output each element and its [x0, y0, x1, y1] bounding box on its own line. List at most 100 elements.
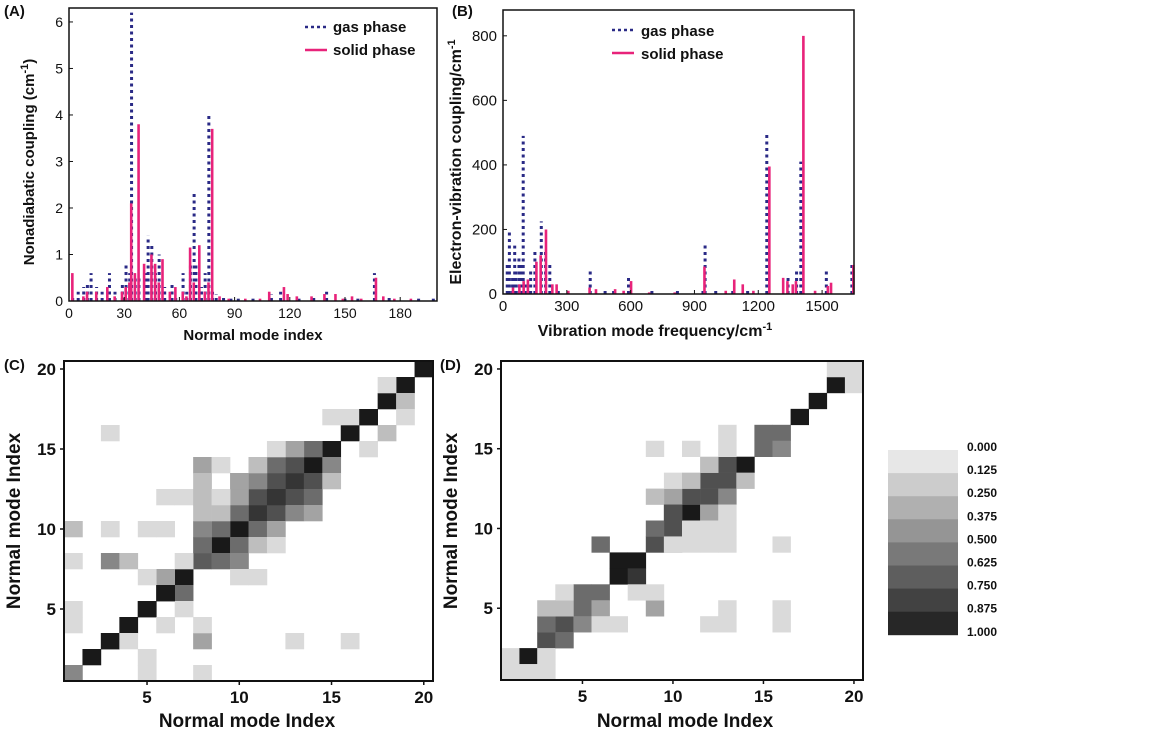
- panel-d-cell: [754, 424, 773, 442]
- panel-c-heatmap: 5 10 15 20 5 10 15 20 Normal mode Index Normal …: [4, 360, 434, 732]
- panel-d-cell: [645, 440, 665, 457]
- panel-b-frame: [502, 9, 855, 295]
- panel-a-x-tick-label: 30: [116, 305, 132, 321]
- panel-d-cell: [700, 536, 719, 553]
- panel-d-cell: [772, 600, 791, 617]
- panel-d-cell: [718, 600, 737, 617]
- panel-c-cell: [266, 457, 286, 474]
- panel-d-x-tick-label: 15: [754, 687, 773, 706]
- panel-d-cell: [555, 600, 574, 617]
- panel-d-y-tick-label: 5: [484, 599, 493, 618]
- panel-c-cell: [193, 473, 212, 490]
- panel-c-cell: [377, 377, 397, 394]
- panel-c-cell: [211, 489, 231, 506]
- panel-d-cell: [519, 664, 538, 681]
- panel-c-cell: [248, 537, 268, 554]
- panel-d-cell: [663, 520, 683, 537]
- panel-c-cell: [303, 457, 323, 474]
- panel-a-y-tick-label: 3: [55, 153, 63, 169]
- panel-b-bars: [505, 35, 855, 294]
- panel-c-cell: [359, 409, 378, 426]
- panel-a-x-tick-label: 90: [227, 305, 243, 321]
- panel-c-cell: [119, 617, 139, 634]
- panel-c-cell: [322, 457, 342, 474]
- panel-d-cell: [591, 600, 610, 617]
- panel-c-cell: [193, 665, 212, 682]
- panel-label-b: (B): [452, 3, 473, 20]
- panel-d-cell: [609, 616, 628, 633]
- panel-a-xlabel: Normal mode index: [183, 327, 323, 344]
- panel-b-legend-gas-text: gas phase: [641, 23, 714, 40]
- panel-d-x-tick-label: 20: [844, 687, 863, 706]
- panel-d-cell: [627, 552, 647, 569]
- panel-c-cell: [230, 569, 249, 586]
- panel-d-cell: [501, 664, 520, 681]
- panel-c-cell: [266, 473, 286, 490]
- panel-d-cell: [718, 536, 737, 553]
- panel-a-y-tick-label: 1: [55, 246, 63, 262]
- panel-a-x-tick-label: 0: [65, 305, 73, 321]
- colorbar-label: 0.125: [967, 463, 997, 477]
- panel-a-y-tick-label: 5: [55, 60, 63, 76]
- panel-d-cell: [736, 456, 755, 473]
- colorbar-segment: [888, 473, 958, 497]
- panel-d-cell: [682, 504, 701, 521]
- panel-c-cell: [303, 505, 323, 522]
- panel-c-cell: [211, 537, 231, 554]
- panel-c-cell: [64, 617, 83, 634]
- panel-c-cell: [193, 521, 212, 538]
- panel-d-cell: [663, 536, 683, 553]
- panel-c-cell: [193, 617, 212, 634]
- panel-c-cell: [230, 505, 249, 522]
- panel-b-legend-solid-text: solid phase: [641, 46, 724, 63]
- panel-c-y-tick-label: 5: [47, 600, 56, 619]
- panel-c-cell: [285, 441, 305, 458]
- panel-d-cell: [682, 536, 701, 553]
- panel-label-d: (D): [440, 357, 461, 374]
- colorbar-segment: [888, 542, 958, 566]
- panel-c-y-tick-label: 20: [37, 360, 56, 379]
- panel-c-cell: [137, 649, 157, 666]
- panel-d-cell: [591, 616, 610, 633]
- panel-b-y-tick-label: 600: [472, 92, 497, 109]
- panel-c-cell: [156, 521, 175, 538]
- panel-a-y-tick-label: 4: [55, 107, 63, 123]
- panel-d-cell: [718, 616, 737, 633]
- panel-d-cell: [772, 616, 791, 633]
- panel-c-cell: [303, 441, 323, 458]
- panel-c-cell: [193, 457, 212, 474]
- panel-c-cell: [414, 361, 434, 378]
- panel-d-cell: [501, 648, 520, 665]
- panel-c-cell: [137, 665, 157, 682]
- panel-c-xlabel: Normal mode Index: [159, 711, 336, 732]
- panel-c-cell: [230, 553, 249, 570]
- panel-d-cell: [718, 504, 737, 521]
- panel-b-x-tick-label: 900: [682, 298, 707, 315]
- colorbar-label: 1.000: [967, 625, 997, 639]
- panel-c-cell: [193, 633, 212, 650]
- panel-b-ylabel: Electron-vibration coupling/cm-1: [446, 39, 465, 284]
- panel-c-x-tick-label: 10: [230, 688, 249, 707]
- panel-c-cell: [285, 489, 305, 506]
- panel-c-cell: [100, 425, 120, 442]
- panel-c-cell: [119, 553, 139, 570]
- panel-c-cell: [64, 521, 83, 538]
- panel-d-cell: [555, 632, 574, 649]
- panel-c-cell: [174, 489, 194, 506]
- panel-d-x-tick-label: 10: [663, 687, 682, 706]
- panel-c-cell: [211, 521, 231, 538]
- panel-d-cell: [718, 424, 737, 442]
- panel-b-x-tick-label: 1500: [805, 298, 838, 315]
- panel-d-cell: [718, 472, 737, 489]
- panel-c-cell: [64, 665, 83, 682]
- panel-d-cell: [573, 616, 592, 633]
- panel-d-cell: [537, 600, 556, 617]
- panel-c-cells: [64, 361, 434, 682]
- panel-c-cell: [137, 569, 157, 586]
- panel-c-cell: [193, 489, 212, 506]
- panel-d-cell: [609, 552, 628, 569]
- panel-c-cell: [100, 633, 120, 650]
- panel-c-cell: [230, 537, 249, 554]
- panel-d-cell: [609, 568, 628, 585]
- panel-d-cell: [700, 488, 719, 505]
